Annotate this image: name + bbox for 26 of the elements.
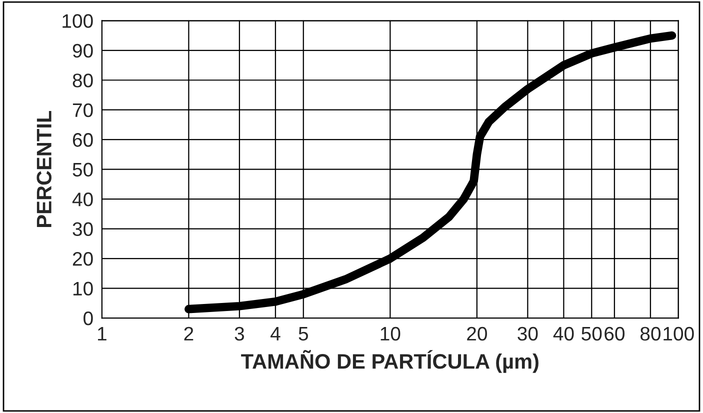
y-tick-label: 100 [62, 14, 93, 28]
y-tick-label: 40 [72, 192, 93, 206]
x-tick-label: 80 [640, 326, 661, 341]
y-tick-label: 30 [72, 222, 93, 236]
x-tick-label: 60 [604, 326, 625, 341]
x-tick-label: 30 [518, 326, 538, 341]
x-tick-label: 40 [553, 326, 574, 341]
x-tick-label: 1 [98, 327, 106, 340]
x-tick-label: 10 [380, 326, 400, 341]
y-tick-label: 20 [72, 252, 93, 266]
y-tick-label: 80 [72, 74, 93, 88]
y-axis-title: PERCENTIL [36, 110, 52, 227]
x-tick-label: 50 [582, 326, 602, 341]
y-tick-label: 70 [72, 103, 93, 118]
y-tick-label: 60 [72, 133, 93, 147]
y-tick-label: 0 [84, 311, 93, 326]
y-tick-label: 10 [73, 282, 93, 296]
x-axis-title: TAMAÑO DE PARTÍCULA (µm) [241, 350, 538, 373]
x-tick-label: 3 [234, 326, 244, 341]
x-tick-label: 2 [184, 326, 194, 340]
y-tick-label: 50 [72, 162, 93, 177]
x-tick-label: 20 [467, 326, 487, 341]
x-tick-label: 5 [298, 327, 308, 341]
x-tick-label: 4 [270, 327, 280, 340]
x-tick-label: 100 [664, 326, 694, 341]
y-tick-label: 90 [72, 44, 93, 58]
